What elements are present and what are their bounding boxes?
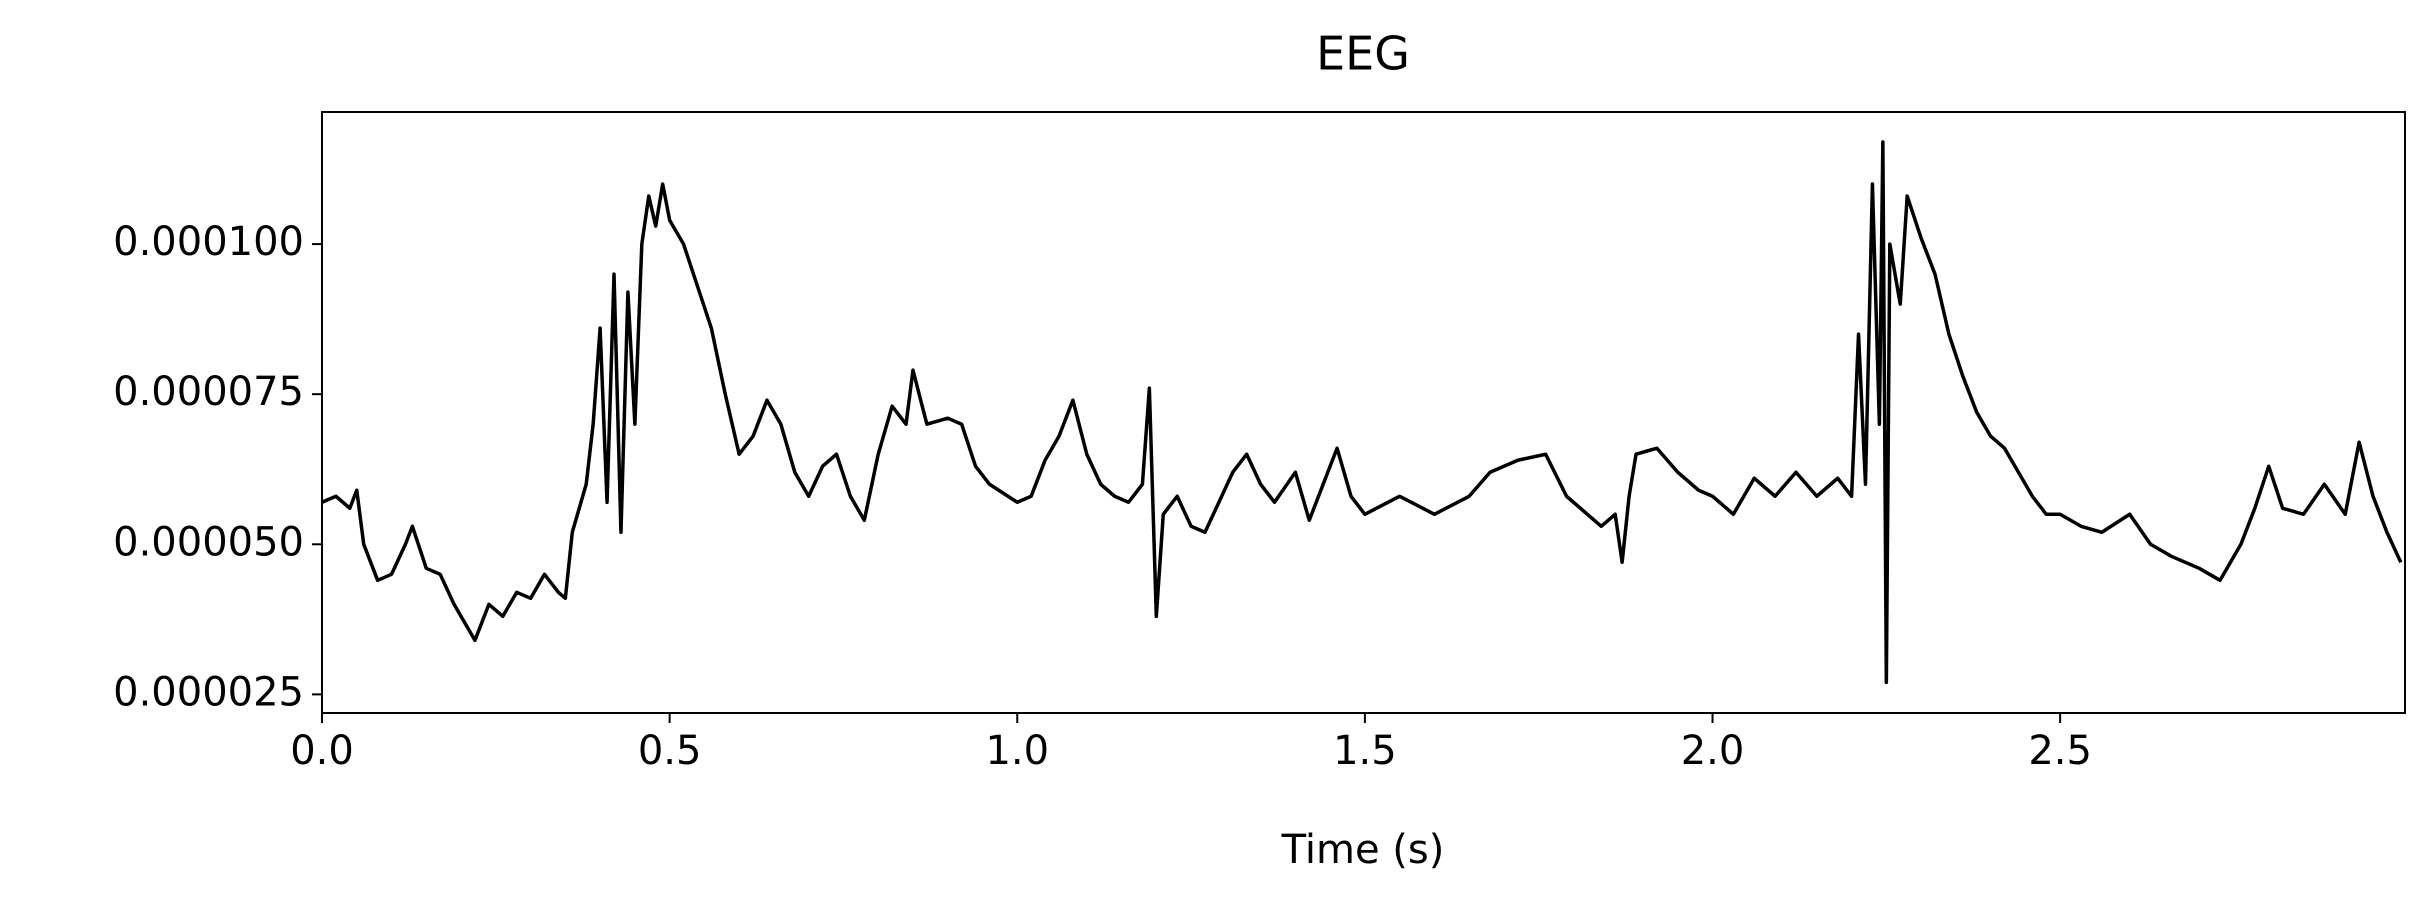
x-tick-label: 0.5: [638, 728, 702, 774]
y-tick-label: 0.000075: [113, 369, 304, 415]
x-tick-label: 2.0: [1681, 728, 1745, 774]
x-axis-label: Time (s): [1281, 827, 1445, 873]
y-tick-label: 0.000050: [113, 519, 304, 565]
chart-title: EEG: [1316, 27, 1410, 81]
x-tick-label: 1.0: [985, 728, 1049, 774]
y-tick-label: 0.000025: [113, 669, 304, 715]
x-tick-label: 0.0: [290, 728, 354, 774]
x-tick-label: 2.5: [2028, 728, 2092, 774]
plot-frame: [321, 111, 2406, 714]
x-tick-label: 1.5: [1333, 728, 1397, 774]
y-tick-label: 0.000100: [113, 219, 304, 265]
eeg-line: [321, 140, 2403, 685]
